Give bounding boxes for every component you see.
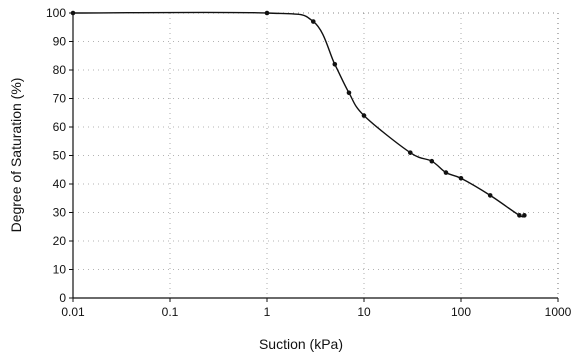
data-point-11 [517,213,522,218]
data-point-8 [443,170,449,175]
data-point-1 [264,10,270,16]
data-point-9 [458,176,464,181]
data-series [70,10,527,218]
y-tick-label-100: 100 [46,6,66,20]
y-tick-label-60: 60 [53,120,67,134]
data-point-4 [346,90,352,96]
y-tick-label-80: 80 [53,63,67,77]
y-tick-label-40: 40 [53,177,67,191]
y-tick-label-50: 50 [53,149,67,163]
tick-labels: 0.01 0.1 1 10 100 1000 0 10 20 30 40 50 60 70 80 90 100 [46,6,572,319]
x-axis-title: Suction (kPa) [259,336,343,352]
data-point-10 [487,193,493,198]
data-point-12 [522,213,527,218]
data-point-3 [332,62,338,67]
data-point-7 [429,158,435,164]
data-point-2 [310,19,316,24]
x-tick-label-1: 1 [264,305,271,319]
y-tick-label-20: 20 [53,234,67,248]
x-tick-label-1000: 1000 [545,305,572,319]
grid [73,13,558,298]
data-point-5 [361,113,367,118]
y-tick-label-10: 10 [53,263,67,277]
data-point-6 [407,150,413,155]
x-tick-label-10: 10 [357,305,371,319]
y-tick-label-90: 90 [53,35,67,49]
data-point-0 [70,10,76,16]
y-tick-label-30: 30 [53,206,67,220]
y-tick-label-70: 70 [53,92,67,106]
x-tick-label-100: 100 [451,305,471,319]
y-axis-title: Degree of Saturation (%) [8,78,24,233]
y-tick-label-0: 0 [59,291,66,305]
x-tick-label-0.01: 0.01 [61,305,85,319]
x-tick-label-0.1: 0.1 [162,305,179,319]
